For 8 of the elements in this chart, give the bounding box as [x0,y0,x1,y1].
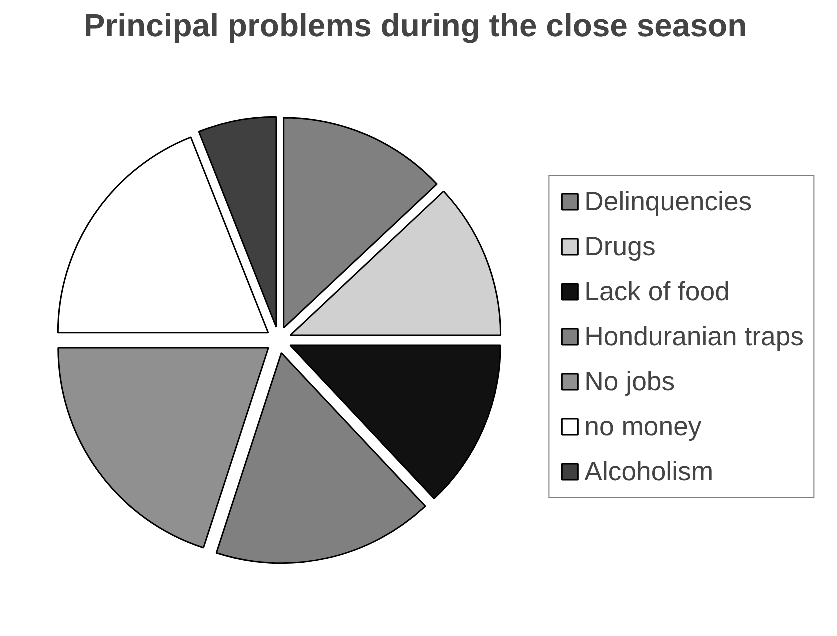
legend-label: Lack of food [584,276,730,307]
legend-label: no money [584,411,702,442]
legend-label: No jobs [584,366,676,397]
legend-label: Drugs [584,231,656,262]
legend-label: Honduranian traps [584,321,804,352]
legend-label: Alcoholism [584,456,714,487]
chart-title: Principal problems during the close season [84,8,748,44]
legend-label: Delinquencies [584,186,752,217]
